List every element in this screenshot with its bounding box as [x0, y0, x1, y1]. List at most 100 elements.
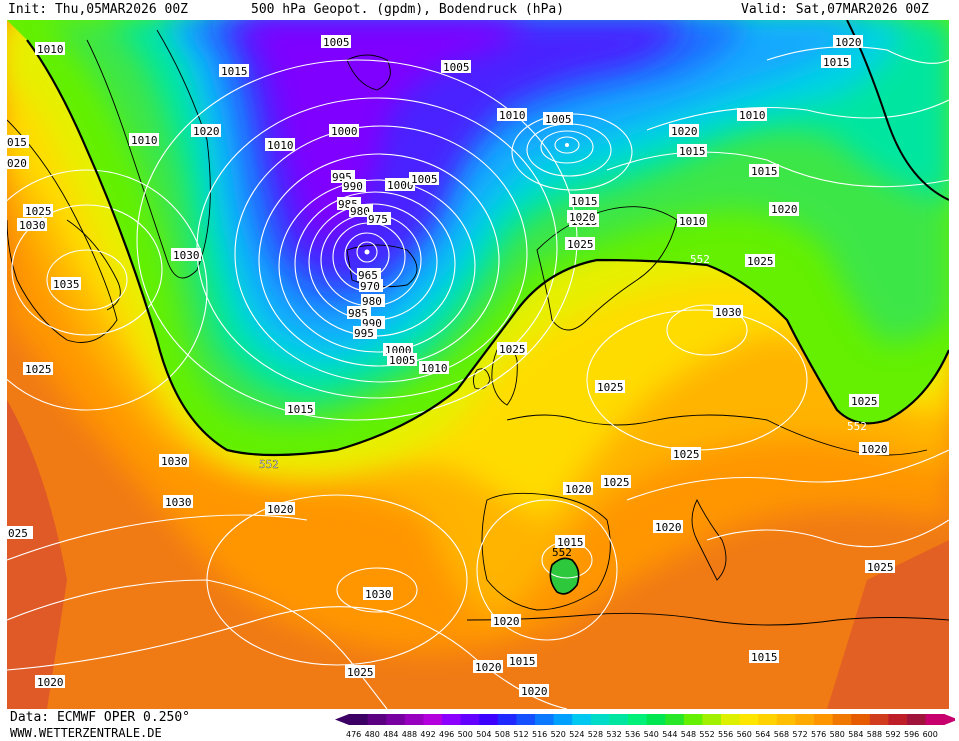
isobar-spain-1020 — [476, 499, 618, 641]
iberia-coast — [481, 492, 611, 611]
svg-text:1000: 1000 — [387, 179, 414, 192]
legend-tick-label: 508 — [495, 730, 510, 739]
isobar-ne-1020 — [766, 46, 949, 64]
isobar-label: 1030 — [159, 454, 189, 468]
isobar-label: 1020 — [567, 210, 597, 224]
isobar-europe-1030 — [666, 304, 748, 356]
legend-swatch — [572, 714, 592, 725]
svg-text:1010: 1010 — [679, 215, 706, 228]
isobar-label: 1015 — [507, 654, 537, 668]
forecast-map: 552 552 552 552 552 1010 1015 1005 1005 … — [7, 20, 949, 709]
isobar-label: 1015 — [555, 535, 585, 549]
svg-text:1015: 1015 — [287, 403, 314, 416]
isobar-label: 1030 — [171, 248, 201, 262]
legend-arrow-left — [335, 714, 349, 725]
isobar-label: 1005 — [543, 112, 573, 126]
isobar-east-1020 — [706, 519, 949, 548]
svg-text:1020: 1020 — [861, 443, 888, 456]
svg-text:980: 980 — [362, 295, 382, 308]
svg-text:1020: 1020 — [267, 503, 294, 516]
legend-swatch — [888, 714, 908, 725]
svg-text:1010: 1010 — [739, 109, 766, 122]
svg-text:965: 965 — [358, 269, 378, 282]
valid-time: Valid: Sat,07MAR2026 00Z — [741, 2, 929, 17]
legend-tick-label: 536 — [625, 730, 640, 739]
legend-swatch — [646, 714, 666, 725]
isobar-label: 1020 — [563, 482, 593, 496]
legend-swatch — [516, 714, 536, 725]
isobar-label: 1015 — [219, 64, 249, 78]
legend-tick-label: 576 — [811, 730, 826, 739]
isobar-label: 1020 — [491, 614, 521, 628]
contour-552-labels: 552 552 552 552 552 — [259, 253, 867, 559]
svg-text:1025: 1025 — [867, 561, 894, 574]
contour-label: 552 — [259, 458, 279, 471]
svg-text:1030: 1030 — [365, 588, 392, 601]
legend-tick-label: 528 — [588, 730, 603, 739]
isobar-nlow-2 — [540, 130, 594, 164]
isobar-label: 1015 — [749, 650, 779, 664]
svg-text:1020: 1020 — [193, 125, 220, 138]
legend-swatch — [367, 714, 387, 725]
svg-text:1015: 1015 — [751, 651, 778, 664]
isobar-label: 980 — [361, 294, 385, 308]
svg-text:1025: 1025 — [25, 205, 52, 218]
isobar-low-1000 — [258, 153, 500, 367]
isobar-azores-1030 — [336, 567, 418, 613]
svg-text:1020: 1020 — [655, 521, 682, 534]
isobar-label: 1030 — [163, 495, 193, 509]
svg-text:1020: 1020 — [37, 676, 64, 689]
legend-swatch — [460, 714, 480, 725]
legend-tick-label: 596 — [904, 730, 919, 739]
isobar-east-1025 — [626, 449, 949, 501]
svg-text:995: 995 — [354, 327, 374, 340]
legend-tick-label: 484 — [383, 730, 398, 739]
legend-tick-label: 560 — [737, 730, 752, 739]
legend-swatch — [907, 714, 927, 725]
svg-text:1025: 1025 — [747, 255, 774, 268]
svg-text:1020: 1020 — [521, 685, 548, 698]
legend-tick-label: 532 — [606, 730, 621, 739]
legend-tick-label: 552 — [699, 730, 714, 739]
isobar-label: 1025 — [745, 254, 775, 268]
legend-swatch — [628, 714, 648, 725]
isobar-label: 1025 — [865, 560, 895, 574]
isobar-label: 1030 — [17, 218, 47, 232]
svg-text:1005: 1005 — [443, 61, 470, 74]
legend-tick-label: 512 — [513, 730, 528, 739]
contour-552-blob-line — [549, 557, 580, 595]
color-legend: 476 480 484 488 492 496 500 504 508 512 516 520 524 5… — [335, 714, 955, 739]
svg-text:1020: 1020 — [493, 615, 520, 628]
isobar-label: 1020 — [35, 675, 65, 689]
isobar-label: 1010 — [677, 214, 707, 228]
legend-tick-label: 580 — [830, 730, 845, 739]
header-bar: Init: Thu,05MAR2026 00Z 500 hPa Geopot. … — [0, 0, 959, 20]
greenland-coast — [86, 29, 211, 279]
isobar-label: 015 — [7, 135, 29, 149]
contour-label: 552 — [690, 253, 710, 266]
legend-tick-label: 504 — [476, 730, 491, 739]
legend-tick-label: 492 — [420, 730, 435, 739]
scandinavia-coast — [536, 206, 678, 331]
svg-text:025: 025 — [8, 527, 28, 540]
svg-text:1020: 1020 — [771, 203, 798, 216]
isobar-label: 1015 — [285, 402, 315, 416]
svg-text:1000: 1000 — [331, 125, 358, 138]
svg-text:1025: 1025 — [567, 238, 594, 251]
legend-tick-label: 568 — [774, 730, 789, 739]
legend-tick-label: 524 — [569, 730, 584, 739]
isobar-label: 1025 — [671, 447, 701, 461]
isobar-low-1005 — [234, 125, 528, 383]
isobar-low-965 — [356, 241, 378, 263]
website: WWW.WETTERZENTRALE.DE — [10, 726, 162, 740]
isobar-label: 1010 — [265, 138, 295, 152]
footer-bar: Data: ECMWF OPER 0.250° WWW.WETTERZENTRA… — [0, 709, 959, 741]
isobar-label: 1005 — [441, 60, 471, 74]
legend-swatch — [590, 714, 610, 725]
legend-swatch — [423, 714, 443, 725]
svg-text:1015: 1015 — [751, 165, 778, 178]
isobar-label: 1020 — [769, 202, 799, 216]
legend-tick-label: 548 — [681, 730, 696, 739]
legend-swatch — [442, 714, 462, 725]
